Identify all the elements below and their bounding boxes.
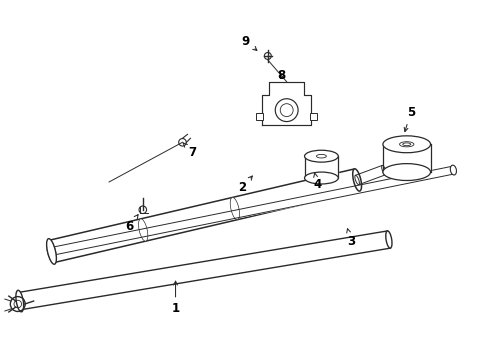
Text: 5: 5 [404, 106, 415, 131]
Ellipse shape [47, 239, 56, 264]
Ellipse shape [305, 172, 338, 184]
Ellipse shape [139, 219, 148, 241]
Ellipse shape [317, 154, 326, 158]
Text: 2: 2 [238, 176, 252, 194]
Polygon shape [49, 169, 360, 262]
Text: 3: 3 [347, 229, 355, 248]
Polygon shape [51, 166, 454, 255]
Ellipse shape [403, 143, 411, 146]
Ellipse shape [353, 169, 362, 191]
Ellipse shape [16, 290, 24, 312]
Ellipse shape [383, 164, 431, 180]
FancyBboxPatch shape [256, 113, 263, 121]
Polygon shape [305, 156, 338, 178]
Ellipse shape [382, 165, 386, 175]
Ellipse shape [386, 231, 392, 248]
Text: 1: 1 [172, 281, 180, 315]
Text: 7: 7 [183, 143, 196, 159]
Text: 8: 8 [278, 69, 286, 82]
Polygon shape [383, 144, 431, 172]
Ellipse shape [450, 165, 457, 175]
Text: 9: 9 [242, 35, 257, 50]
Ellipse shape [17, 292, 23, 310]
Ellipse shape [383, 136, 431, 153]
Ellipse shape [452, 166, 455, 174]
Polygon shape [355, 166, 386, 185]
Ellipse shape [305, 150, 338, 162]
Ellipse shape [230, 197, 240, 220]
Polygon shape [18, 231, 391, 310]
Polygon shape [262, 82, 312, 125]
FancyBboxPatch shape [311, 113, 318, 121]
Ellipse shape [399, 142, 414, 147]
Text: 6: 6 [125, 215, 138, 233]
Ellipse shape [355, 175, 359, 185]
Ellipse shape [47, 240, 56, 262]
Text: 4: 4 [313, 173, 321, 192]
